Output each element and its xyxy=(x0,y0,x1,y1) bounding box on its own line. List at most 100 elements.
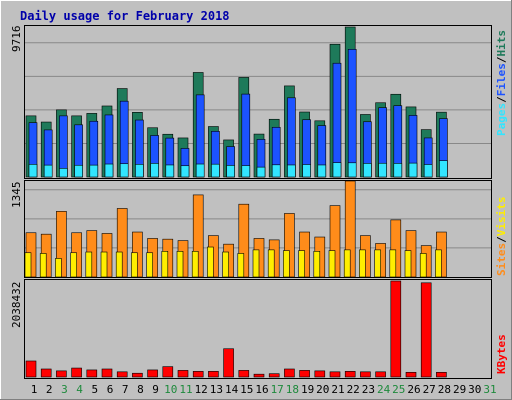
kbytes-kbytes-bar-20 xyxy=(314,370,326,378)
hits-files-pages-pages-bar-15 xyxy=(241,165,251,178)
x-tick-label-5: 5 xyxy=(91,383,98,396)
legend-sites: Sites xyxy=(495,243,508,276)
x-tick-label-12: 12 xyxy=(195,383,208,396)
x-tick-label-29: 29 xyxy=(453,383,466,396)
sites-visits-sites-bar-20 xyxy=(313,251,321,278)
kbytes-kbytes-bar-24 xyxy=(375,371,386,378)
legend-sep-1: / xyxy=(495,96,508,103)
legend-files: Files xyxy=(495,63,508,96)
hits-files-pages-pages-bar-2 xyxy=(43,164,53,178)
x-axis-day-labels: 1 2 3 4 5 6 7 8 9 10 11 12 13 14 15 16 17 18 19 20 21 22 23 24 2… xyxy=(31,383,497,396)
sites-visits-sites-bar-11 xyxy=(176,251,184,278)
legend-sites-visits: Sites/Visits xyxy=(495,197,508,277)
kbytes-kbytes-bar-7 xyxy=(116,371,128,378)
hits-files-pages-pages-bar-24 xyxy=(378,162,387,178)
kbytes-y-max-label: 2038432 xyxy=(10,282,23,328)
sites-visits-sites-bar-5 xyxy=(85,251,93,278)
kbytes-kbytes-bar-23 xyxy=(360,371,371,378)
kbytes-kbytes-bar-1 xyxy=(25,360,37,378)
hits-files-pages-pages-bar-4 xyxy=(74,164,83,178)
sites-visits-sites-bar-17 xyxy=(267,249,275,278)
sites-visits-sites-bar-15 xyxy=(237,253,245,278)
hits-files-pages-pages-bar-13 xyxy=(211,163,220,178)
hits-files-pages-pages-bar-21 xyxy=(332,162,342,178)
x-tick-label-22: 22 xyxy=(347,383,360,396)
x-tick-label-3: 3 xyxy=(61,383,68,396)
kbytes-kbytes-bar-25 xyxy=(390,280,402,378)
kbytes-kbytes-bar-9 xyxy=(147,369,158,378)
legend-hits-files-pages: Pages/Files/Hits xyxy=(495,30,508,136)
hits-files-pages-pages-bar-10 xyxy=(165,164,175,178)
x-tick-label-11: 11 xyxy=(179,383,192,396)
kbytes-kbytes-bar-3 xyxy=(56,370,67,378)
hits-files-pages-pages-bar-8 xyxy=(135,164,144,178)
sites-visits-sites-bar-2 xyxy=(39,253,47,278)
legend-sep-2: / xyxy=(495,56,508,63)
hits-files-pages-pages-bar-9 xyxy=(150,163,159,178)
hits-files-pages-pages-bar-20 xyxy=(317,164,327,178)
kbytes-kbytes-bar-26 xyxy=(405,371,417,378)
sites-visits-sites-bar-7 xyxy=(115,251,123,278)
x-tick-label-21: 21 xyxy=(331,383,344,396)
hits-files-pages-files-bar-3 xyxy=(59,115,68,178)
hits-files-pages-pages-bar-18 xyxy=(287,164,296,178)
kbytes-kbytes-bar-21 xyxy=(329,371,341,378)
hits-files-pages-pages-bar-19 xyxy=(302,164,311,178)
hits-files-pages-pages-bar-22 xyxy=(347,162,357,178)
kbytes-kbytes-bar-16 xyxy=(253,373,265,378)
x-tick-label-15: 15 xyxy=(240,383,253,396)
kbytes-kbytes-bar-19 xyxy=(299,370,310,378)
sites-visits-sites-bar-9 xyxy=(146,252,153,278)
sites-visits-sites-bar-4 xyxy=(70,252,77,278)
kbytes-kbytes-bar-28 xyxy=(436,371,447,378)
hits-files-pages-pages-bar-25 xyxy=(393,163,403,178)
panel-kbytes-frame xyxy=(24,279,492,379)
hits-files-pages-files-bar-15 xyxy=(241,93,251,178)
sites-visits-sites-bar-12 xyxy=(191,251,199,278)
hits-files-pages-pages-bar-3 xyxy=(59,168,68,178)
hits-files-pages-pages-bar-7 xyxy=(119,163,129,178)
hits-files-pages-pages-bar-17 xyxy=(271,164,281,178)
kbytes-kbytes-bar-17 xyxy=(268,373,280,378)
x-tick-label-16: 16 xyxy=(255,383,268,396)
hits-files-pages-pages-bar-23 xyxy=(363,163,372,178)
hits-files-pages-pages-bar-1 xyxy=(28,164,38,178)
kbytes-kbytes-bar-4 xyxy=(71,367,82,378)
hits-y-max-label: 9716 xyxy=(10,26,23,53)
kbytes-kbytes-bar-22 xyxy=(344,371,356,378)
kbytes-kbytes-bar-13 xyxy=(208,371,219,378)
legend-pages: Pages xyxy=(495,103,508,136)
x-tick-label-17: 17 xyxy=(271,383,284,396)
x-tick-label-20: 20 xyxy=(316,383,329,396)
x-tick-label-6: 6 xyxy=(107,383,114,396)
hits-files-pages-pages-bar-5 xyxy=(89,164,99,178)
x-tick-label-13: 13 xyxy=(210,383,223,396)
kbytes-kbytes-bar-6 xyxy=(101,368,113,378)
kbytes-kbytes-bar-12 xyxy=(192,371,204,378)
hits-files-pages-files-bar-22 xyxy=(347,49,357,178)
hits-files-pages-pages-bar-6 xyxy=(104,163,114,178)
hits-files-pages-pages-bar-11 xyxy=(180,165,190,178)
hits-files-pages-files-bar-21 xyxy=(332,62,342,178)
sites-visits-sites-bar-10 xyxy=(161,251,169,278)
sites-visits-sites-bar-21 xyxy=(328,250,336,278)
x-tick-label-7: 7 xyxy=(122,383,129,396)
sites-visits-sites-bar-28 xyxy=(435,249,442,278)
x-tick-label-24: 24 xyxy=(377,383,391,396)
x-tick-label-27: 27 xyxy=(423,383,436,396)
sites-visits-sites-bar-1 xyxy=(24,252,32,278)
hits-files-pages-pages-bar-26 xyxy=(408,162,418,178)
chart-title: Daily usage for February 2018 xyxy=(20,9,230,23)
kbytes-kbytes-bar-11 xyxy=(177,370,189,378)
sites-visits-sites-bar-18 xyxy=(283,250,290,278)
x-tick-label-18: 18 xyxy=(286,383,299,396)
hits-files-pages-pages-bar-14 xyxy=(226,165,235,178)
x-tick-label-25: 25 xyxy=(392,383,405,396)
sites-visits-sites-bar-19 xyxy=(298,250,305,278)
legend-hits: Hits xyxy=(495,30,508,57)
sites-visits-sites-bar-27 xyxy=(419,253,427,278)
x-tick-label-14: 14 xyxy=(225,383,239,396)
x-tick-label-8: 8 xyxy=(137,383,144,396)
x-tick-label-30: 30 xyxy=(468,383,481,396)
